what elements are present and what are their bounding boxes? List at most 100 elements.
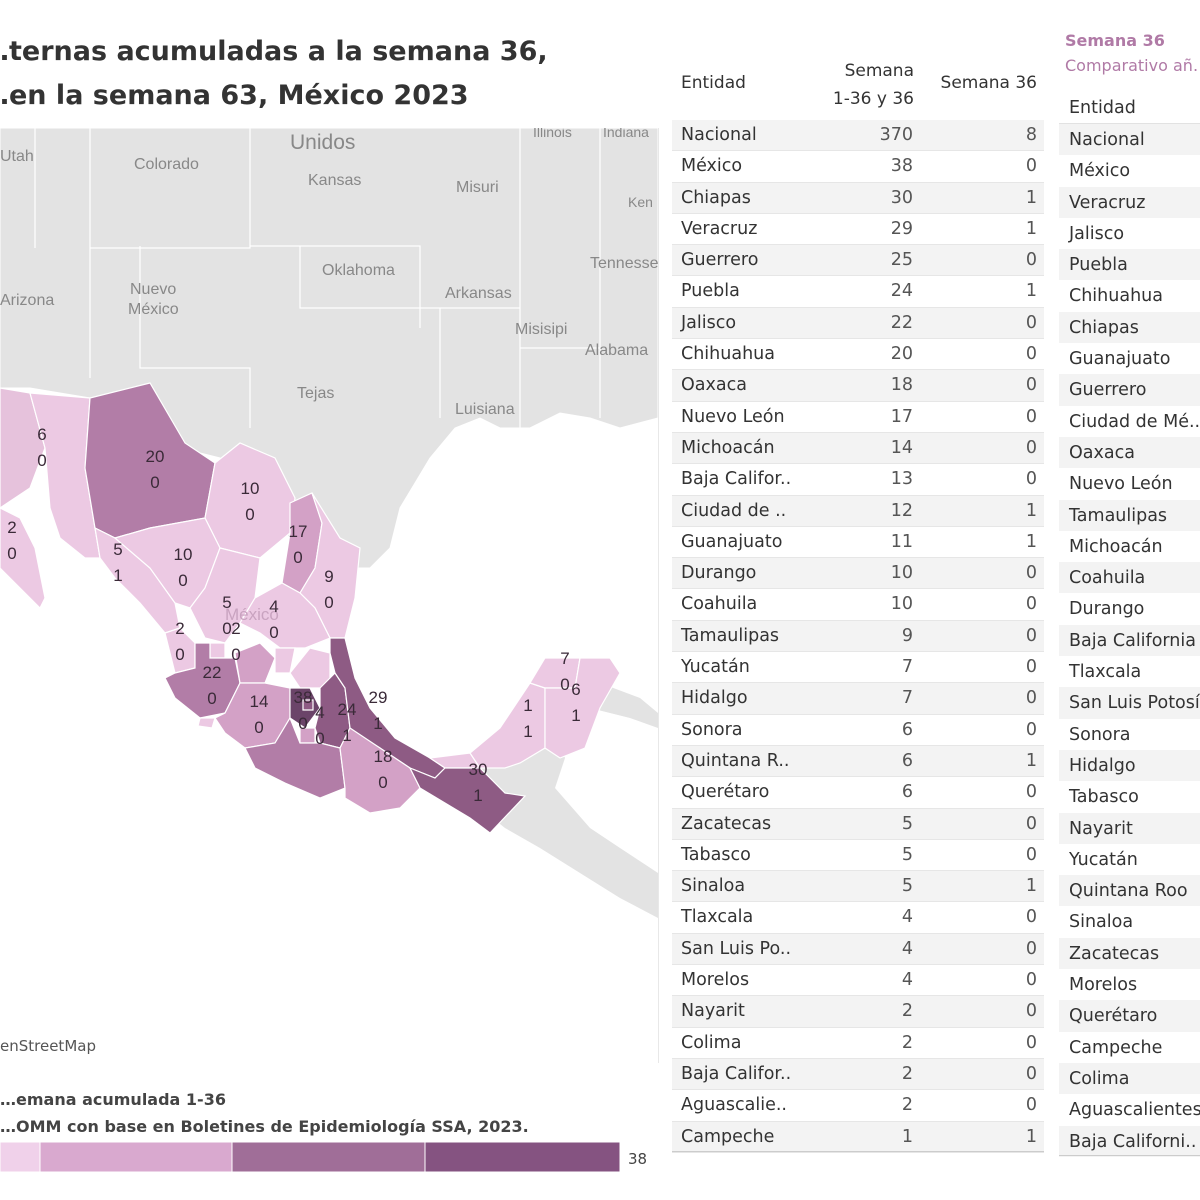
list-item[interactable]: Tamaulipas xyxy=(1059,499,1200,531)
table-row[interactable]: Hidalgo 7 0 xyxy=(672,683,1044,715)
comparativo-subtitle: Comparativo añ… xyxy=(1065,56,1200,75)
list-item[interactable]: Morelos xyxy=(1059,969,1200,1000)
table-row[interactable]: Puebla 24 1 xyxy=(672,276,1044,308)
table-row[interactable]: Jalisco 22 0 xyxy=(672,307,1044,340)
chart-title: …ternas acumuladas a la semana 36, …en l… xyxy=(0,30,660,118)
list-item[interactable]: Nuevo León xyxy=(1059,468,1200,499)
list-item[interactable]: Chihuahua xyxy=(1059,280,1200,311)
list-item[interactable]: Oaxaca xyxy=(1059,436,1200,469)
cell-acumulado: 7 xyxy=(901,657,913,678)
list-item[interactable]: Baja California xyxy=(1059,624,1200,657)
list-item[interactable]: Michoacán xyxy=(1059,531,1200,562)
table-row[interactable]: Sonora 6 0 xyxy=(672,715,1044,746)
table-row[interactable]: Nacional 370 8 xyxy=(672,120,1044,152)
table-row[interactable]: Colima 2 0 xyxy=(672,1028,1044,1059)
cell-acumulado: 30 xyxy=(890,187,913,208)
state-hidalgo[interactable] xyxy=(289,647,331,689)
table-row[interactable]: México 38 0 xyxy=(672,151,1044,183)
state-slp[interactable] xyxy=(239,582,331,649)
list-item[interactable]: Coahuila xyxy=(1059,562,1200,594)
list-item[interactable]: Sonora xyxy=(1059,719,1200,750)
list-item[interactable]: Puebla xyxy=(1059,249,1200,281)
list-item[interactable]: Chiapas xyxy=(1059,311,1200,344)
table-row[interactable]: Zacatecas 5 0 xyxy=(672,808,1044,840)
state-value-semana: 0 xyxy=(178,571,187,590)
list-item[interactable]: Sinaloa xyxy=(1059,906,1200,937)
list-item[interactable]: Colima xyxy=(1059,1062,1200,1095)
list-item[interactable]: Ciudad de Mé.. xyxy=(1059,406,1200,437)
label-oklahoma: Oklahoma xyxy=(322,262,395,279)
table-row[interactable]: Quintana R.. 6 1 xyxy=(672,745,1044,778)
list-item[interactable]: Hidalgo xyxy=(1059,749,1200,782)
table-row[interactable]: Aguascalie.. 2 0 xyxy=(672,1090,1044,1122)
table-row[interactable]: Morelos 4 0 xyxy=(672,965,1044,997)
table-row[interactable]: Oaxaca 18 0 xyxy=(672,370,1044,402)
list-item[interactable]: Yucatán xyxy=(1059,844,1200,875)
table-row[interactable]: Veracruz 29 1 xyxy=(672,214,1044,246)
central-america xyxy=(470,728,658,918)
list-item[interactable]: Jalisco xyxy=(1059,218,1200,249)
list-item[interactable]: México xyxy=(1059,155,1200,186)
mexico-states[interactable] xyxy=(0,382,621,834)
state-value-semana: 0 xyxy=(231,645,240,664)
table-row[interactable]: Ciudad de .. 12 1 xyxy=(672,495,1044,527)
list-item[interactable]: Aguascalientes xyxy=(1059,1094,1200,1125)
table-row[interactable]: Baja Califor.. 13 0 xyxy=(672,464,1044,496)
cell-entidad: Baja California xyxy=(1069,630,1196,651)
table-row[interactable]: Tamaulipas 9 0 xyxy=(672,620,1044,653)
table-row[interactable]: Nuevo León 17 0 xyxy=(672,402,1044,433)
list-item[interactable]: Campeche xyxy=(1059,1032,1200,1063)
table-row[interactable]: Michoacán 14 0 xyxy=(672,432,1044,465)
state-value-acumulado: 14 xyxy=(250,692,269,711)
cell-semana: 0 xyxy=(1025,594,1037,615)
table-row[interactable]: Chihuahua 20 0 xyxy=(672,339,1044,371)
state-colima[interactable] xyxy=(197,717,216,729)
state-baja-california[interactable] xyxy=(0,387,46,509)
list-item[interactable]: Nacional xyxy=(1059,124,1200,156)
table-row[interactable]: Querétaro 6 0 xyxy=(672,777,1044,809)
state-oaxaca[interactable] xyxy=(339,727,421,814)
table-row[interactable]: Nayarit 2 0 xyxy=(672,996,1044,1028)
table-row[interactable]: Sinaloa 5 1 xyxy=(672,871,1044,903)
list-item[interactable]: Tabasco xyxy=(1059,781,1200,812)
mexico-choropleth-map[interactable]: Utah Colorado Unidos Kansas Misuri Illin… xyxy=(0,128,659,1063)
label-ken: Ken xyxy=(628,194,653,210)
table-row[interactable]: San Luis Po.. 4 0 xyxy=(672,933,1044,966)
table-row[interactable]: Coahuila 10 0 xyxy=(672,589,1044,621)
table-row[interactable]: Tabasco 5 0 xyxy=(672,840,1044,872)
state-chiapas[interactable] xyxy=(408,766,527,834)
state-baja-california-sur[interactable] xyxy=(0,507,46,610)
list-item[interactable]: Tlaxcala xyxy=(1059,656,1200,687)
table-row[interactable]: Guanajuato 11 1 xyxy=(672,527,1044,559)
table-row[interactable]: Durango 10 0 xyxy=(672,558,1044,590)
cell-acumulado: 2 xyxy=(901,1095,913,1116)
list-item[interactable]: Guanajuato xyxy=(1059,343,1200,374)
state-quintana-roo[interactable] xyxy=(544,657,621,759)
table-row[interactable]: Campeche 1 1 xyxy=(672,1121,1044,1153)
list-item[interactable]: Guerrero xyxy=(1059,374,1200,406)
state-value-acumulado: 1 xyxy=(523,696,532,715)
state-cdmx[interactable] xyxy=(302,699,314,711)
cell-semana: 0 xyxy=(1025,156,1037,177)
state-aguascalientes[interactable] xyxy=(209,642,226,659)
table-row[interactable]: Chiapas 30 1 xyxy=(672,182,1044,214)
table-row[interactable]: Guerrero 25 0 xyxy=(672,245,1044,277)
list-item[interactable]: Querétaro xyxy=(1059,1000,1200,1032)
state-guanajuato[interactable] xyxy=(234,642,276,684)
cell-semana: 8 xyxy=(1025,125,1037,145)
state-value-semana: 1 xyxy=(571,706,580,725)
cell-entidad: Querétaro xyxy=(1069,1006,1158,1027)
list-item[interactable]: Durango xyxy=(1059,593,1200,624)
list-item[interactable]: Nayarit xyxy=(1059,812,1200,844)
list-item[interactable]: Baja Californi.. xyxy=(1059,1125,1200,1157)
table-row[interactable]: Baja Califor.. 2 0 xyxy=(672,1058,1044,1091)
list-item[interactable]: Quintana Roo xyxy=(1059,875,1200,907)
map-attribution[interactable]: enStreetMap xyxy=(0,1036,100,1056)
table-row[interactable]: Tlaxcala 4 0 xyxy=(672,902,1044,934)
list-item[interactable]: Veracruz xyxy=(1059,186,1200,218)
table-row[interactable]: Yucatán 7 0 xyxy=(672,652,1044,684)
list-item[interactable]: Zacatecas xyxy=(1059,937,1200,970)
cell-semana: 0 xyxy=(1025,469,1037,490)
list-item[interactable]: San Luis Potosí xyxy=(1059,687,1200,719)
cell-acumulado: 4 xyxy=(901,938,913,959)
